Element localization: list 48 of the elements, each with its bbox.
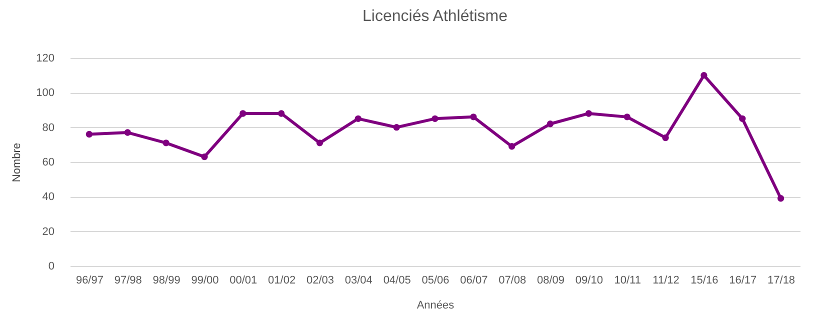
point xyxy=(777,195,784,202)
point xyxy=(546,120,554,128)
x-tick-label: 04/05 xyxy=(383,274,411,286)
x-axis-title: Années xyxy=(416,300,455,312)
point xyxy=(354,115,362,122)
x-tick-label: 11/12 xyxy=(652,274,680,286)
x-tick-label: 17/18 xyxy=(768,274,796,286)
point xyxy=(240,110,246,117)
x-tick-label: 99/00 xyxy=(191,274,219,286)
x-tick-label: 08/09 xyxy=(537,274,565,286)
x-tick-label: 01/02 xyxy=(268,274,296,286)
point xyxy=(393,124,400,131)
x-tick-label: 00/01 xyxy=(230,274,258,286)
point xyxy=(124,129,131,136)
x-tick-label: 03/04 xyxy=(344,274,372,286)
point xyxy=(278,110,285,117)
point xyxy=(432,115,438,122)
point xyxy=(508,143,516,150)
y-tick-label: 20 xyxy=(42,226,54,238)
x-tick-label: 05/06 xyxy=(422,274,450,286)
x-tick-label: 06/07 xyxy=(460,274,488,286)
point xyxy=(470,114,477,120)
point xyxy=(201,153,208,160)
x-tick-label: 02/03 xyxy=(306,274,334,286)
y-tick-label: 60 xyxy=(42,156,54,168)
x-tick-label: 10/11 xyxy=(614,274,641,286)
chart-title: Licenciés Athlétisme xyxy=(362,8,508,25)
x-tick-label: 96/97 xyxy=(76,274,104,286)
y-tick-label: 40 xyxy=(42,191,54,204)
y-axis-title: Nombre xyxy=(11,142,24,182)
x-tick-label: 07/08 xyxy=(498,274,526,286)
y-tick-label: 120 xyxy=(36,52,54,64)
y-tick-label: 0 xyxy=(48,260,54,272)
point xyxy=(662,134,669,142)
x-tick-label: 09/10 xyxy=(575,274,603,286)
y-tick-label: 80 xyxy=(42,122,54,134)
x-tick-label: 98/99 xyxy=(152,274,180,286)
x-tick-label: 97/98 xyxy=(114,274,142,286)
x-tick-label: 15/16 xyxy=(690,274,718,286)
point xyxy=(86,130,93,138)
point xyxy=(585,110,592,117)
point xyxy=(316,140,324,146)
point xyxy=(624,114,630,120)
x-tick-label: 16/17 xyxy=(729,274,757,286)
point xyxy=(700,72,708,79)
point xyxy=(739,115,746,122)
point xyxy=(162,140,170,146)
y-tick-label: 100 xyxy=(36,87,54,100)
